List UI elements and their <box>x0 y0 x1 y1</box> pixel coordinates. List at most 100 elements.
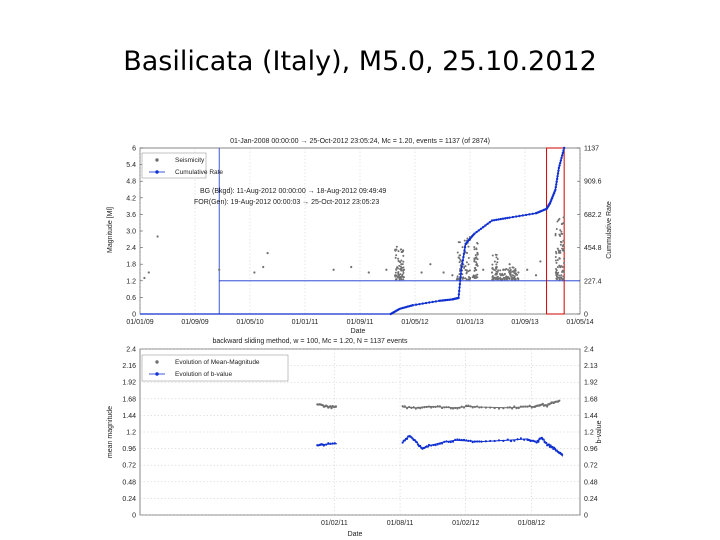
seismicity-point <box>399 261 402 264</box>
top-x-tick-label: 01/05/12 <box>401 319 428 326</box>
b-value-point <box>545 441 548 445</box>
cumulative-rate-point <box>457 296 460 300</box>
seismicity-point <box>555 228 558 231</box>
cumulative-rate-point <box>560 154 564 157</box>
seismicity-point <box>562 244 565 247</box>
seismicity-point <box>555 269 558 272</box>
b-value-point <box>329 442 332 445</box>
seismicity-point <box>557 219 560 222</box>
seismicity-point <box>534 274 538 277</box>
top-chart-title: 01-Jan-2008 00:00:00 → 25-Oct-2012 23:05… <box>230 138 490 145</box>
cumulative-rate-point <box>504 217 507 220</box>
b-value-point <box>322 444 325 447</box>
cumulative-rate-point <box>531 212 534 216</box>
b-value-point <box>551 445 554 449</box>
bottom-x-tick-label: 01/08/11 <box>387 520 414 527</box>
seismicity-point <box>475 276 478 279</box>
seismicity-point <box>503 278 506 281</box>
mean-magnitude-point <box>443 406 446 409</box>
cumulative-rate-point <box>556 172 560 175</box>
cumulative-rate-point <box>434 300 438 303</box>
seismicity-point <box>495 253 498 256</box>
seismicity-point <box>526 268 529 271</box>
cumulative-rate-point <box>557 166 561 170</box>
seismicity-point <box>472 274 475 277</box>
mean-magnitude-point <box>403 405 406 408</box>
seismicity-point <box>506 278 509 281</box>
seismicity-point <box>458 241 461 244</box>
b-value-point <box>473 440 477 443</box>
seismicity-point <box>474 274 477 277</box>
mean-magnitude-point <box>430 406 433 409</box>
seismicity-point <box>561 269 564 272</box>
mean-magnitude-point <box>493 406 496 410</box>
seismicity-point <box>562 270 565 273</box>
b-value-point <box>436 443 439 446</box>
cumulative-rate-point <box>497 218 500 221</box>
mean-magnitude-point <box>440 406 444 410</box>
cumulative-rate-point <box>482 225 485 229</box>
mean-magnitude-point <box>524 405 527 408</box>
seismicity-point <box>332 268 335 271</box>
cumulative-rate-point <box>501 217 505 220</box>
b-value-point <box>497 439 501 442</box>
cumulative-rate-point <box>495 218 498 222</box>
b-value-point <box>471 441 474 444</box>
cumulative-rate-point <box>556 175 559 178</box>
seismicity-point <box>562 249 565 252</box>
top-x-tick-label: 01/01/13 <box>456 319 483 326</box>
seismicity-point <box>465 271 468 274</box>
seismicity-point <box>491 263 494 266</box>
cumulative-rate-point <box>459 272 463 275</box>
cumulative-rate-point <box>473 232 476 235</box>
seismicity-point <box>559 243 562 246</box>
seismicity-point <box>143 276 146 280</box>
b-value-point <box>426 445 429 448</box>
cumulative-rate-point <box>506 216 509 220</box>
cumulative-rate-point <box>475 230 478 234</box>
top-y2-tick-label: 454.8 <box>584 245 602 252</box>
cumulative-rate-point <box>462 252 466 255</box>
seismicity-point <box>473 267 476 270</box>
mean-magnitude-point <box>513 405 516 408</box>
seismicity-point <box>560 230 563 233</box>
cumulative-rate-point <box>490 219 494 222</box>
seismicity-point <box>475 247 478 250</box>
seismicity-point <box>398 278 401 281</box>
b-value-point <box>405 437 409 440</box>
b-value-point <box>333 442 336 445</box>
seismicity-point <box>494 277 497 280</box>
seismicity-point <box>400 263 403 266</box>
seismicity-point <box>402 254 405 257</box>
seismicity-point <box>496 275 499 278</box>
seismicity-point <box>510 275 513 278</box>
seismicity-point <box>475 269 478 272</box>
seismicity-point <box>458 277 461 280</box>
seismicity-point <box>397 274 400 277</box>
b-value-point <box>506 438 509 441</box>
seismicity-point <box>402 266 405 269</box>
cumulative-rate-point <box>463 246 467 249</box>
cumulative-rate-point <box>459 279 462 282</box>
seismicity-point <box>466 252 469 255</box>
mean-magnitude-point <box>530 406 533 409</box>
seismicity-point <box>367 271 370 274</box>
cumulative-rate-point <box>484 224 487 227</box>
seismicity-point <box>147 271 150 274</box>
seismicity-point <box>385 268 388 271</box>
seismicity-point <box>476 273 479 276</box>
mean-magnitude-point <box>416 406 420 409</box>
bottom-x-tick-label: 01/02/11 <box>321 520 348 527</box>
seismicity-point <box>491 254 494 257</box>
cumulative-rate-point <box>518 214 521 218</box>
bottom-chart: backward sliding method, w = 100, Mc = 1… <box>107 338 603 538</box>
mean-magnitude-point <box>484 406 487 409</box>
b-value-point <box>523 438 526 441</box>
top-y-tick-label: 6 <box>132 146 136 153</box>
b-value-point <box>537 440 540 443</box>
seismicity-point <box>472 276 475 279</box>
seismicity-point <box>509 269 512 272</box>
b-value-point <box>513 439 516 442</box>
seismicity-point <box>495 263 498 266</box>
seismicity-point <box>503 272 506 275</box>
